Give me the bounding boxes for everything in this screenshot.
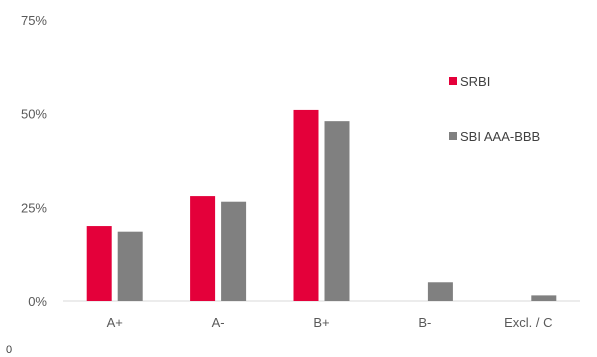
x-tick-label: B- [418, 315, 431, 330]
x-tick-label: A+ [107, 315, 123, 330]
legend-swatch [449, 77, 457, 85]
legend-swatch [449, 132, 457, 140]
bar-sbi-aaa-bbb-2 [324, 121, 350, 301]
bar-sbi-aaa-bbb-3 [427, 282, 453, 301]
y-tick-label: 0% [28, 294, 47, 309]
legend-label: SBI AAA-BBB [460, 129, 540, 144]
legend-label: SRBI [460, 74, 490, 89]
footnote: 0 [6, 344, 12, 356]
bar-srbi-2 [293, 109, 319, 301]
x-tick-label: A- [212, 315, 225, 330]
x-tick-label: B+ [313, 315, 329, 330]
y-tick-label: 75% [21, 13, 47, 28]
x-axis-tick-labels: A+ A- B+ B- Excl. / C [107, 315, 553, 330]
y-axis-tick-labels: 0% 25% 50% 75% [21, 13, 47, 309]
bars [86, 109, 557, 301]
x-tick-label: Excl. / C [504, 315, 552, 330]
legend: SRBI SBI AAA-BBB [449, 74, 540, 144]
y-tick-label: 50% [21, 107, 47, 122]
y-tick-label: 25% [21, 200, 47, 215]
bar-srbi-0 [86, 226, 112, 301]
bar-sbi-aaa-bbb-0 [117, 231, 143, 301]
bar-srbi-1 [190, 196, 216, 301]
bar-sbi-aaa-bbb-4 [531, 295, 557, 301]
bar-sbi-aaa-bbb-1 [221, 201, 247, 301]
